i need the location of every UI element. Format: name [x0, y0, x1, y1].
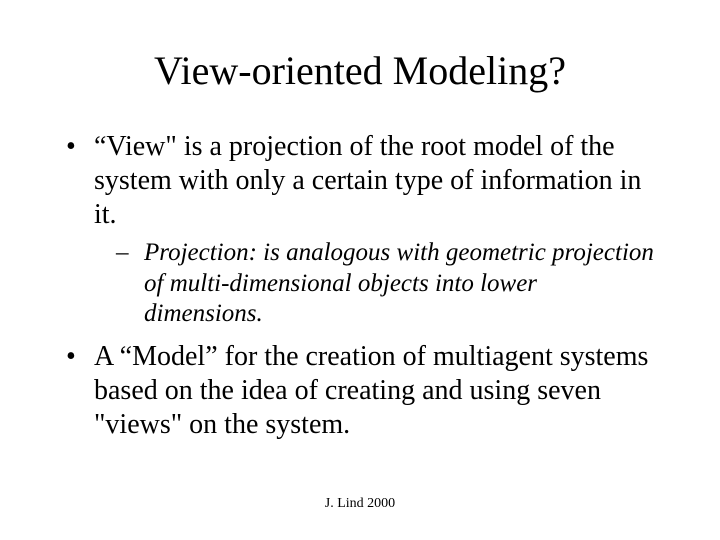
- bullet-text: “View" is a projection of the root model…: [94, 131, 641, 230]
- sub-bullet-text: Projection: is analogous with geometric …: [144, 239, 654, 327]
- bullet-text: A “Model” for the creation of multiagent…: [94, 341, 648, 440]
- bullet-list: “View" is a projection of the root model…: [60, 130, 660, 442]
- slide: View-oriented Modeling? “View" is a proj…: [0, 0, 720, 540]
- bullet-item: “View" is a projection of the root model…: [60, 130, 660, 330]
- slide-footer: J. Lind 2000: [0, 496, 720, 512]
- slide-title: View-oriented Modeling?: [60, 48, 660, 94]
- sub-bullet-list: Projection: is analogous with geometric …: [94, 238, 660, 330]
- sub-bullet-item: Projection: is analogous with geometric …: [94, 238, 660, 330]
- bullet-item: A “Model” for the creation of multiagent…: [60, 340, 660, 442]
